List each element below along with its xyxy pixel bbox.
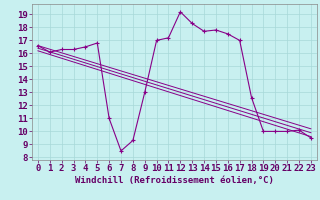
X-axis label: Windchill (Refroidissement éolien,°C): Windchill (Refroidissement éolien,°C) xyxy=(75,176,274,185)
